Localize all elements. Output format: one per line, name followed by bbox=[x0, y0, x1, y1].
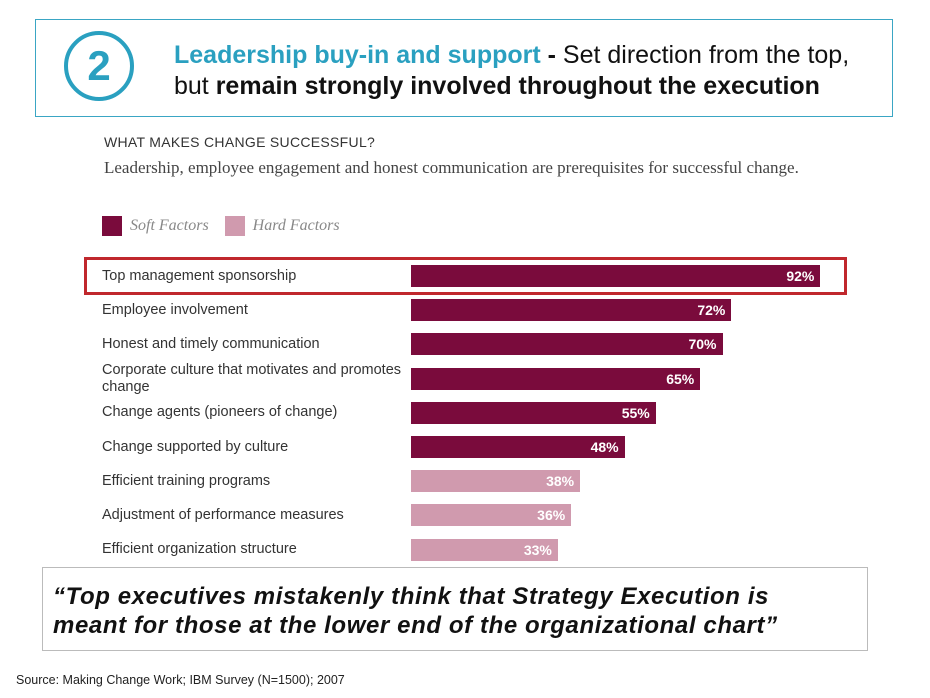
legend-label-soft: Soft Factors bbox=[130, 217, 209, 234]
legend-item-soft: Soft Factors bbox=[102, 216, 209, 236]
category-label: Honest and timely communication bbox=[102, 335, 320, 352]
bar-value-label: 33% bbox=[523, 541, 552, 558]
headline-line2-bold: remain strongly involved throughout the … bbox=[215, 72, 820, 100]
bar-value-label: 55% bbox=[621, 404, 650, 421]
highlight-box bbox=[84, 257, 847, 295]
quote-text: “Top executives mistakenly think that St… bbox=[53, 582, 778, 640]
bar bbox=[411, 333, 723, 356]
legend-item-hard: Hard Factors bbox=[224, 216, 340, 236]
headline-rest: Set direction from the top, bbox=[562, 41, 850, 69]
bar-value-label: 36% bbox=[537, 507, 566, 524]
chart-subtitle: Leadership, employee engagement and hone… bbox=[104, 158, 799, 177]
bar bbox=[411, 470, 581, 493]
category-label: Employee involvement bbox=[102, 301, 248, 318]
quote-line-1: “Top executives mistakenly think that St… bbox=[53, 583, 770, 610]
category-label: Change agents (pioneers of change) bbox=[102, 404, 338, 421]
chart-legend: Soft Factors Hard Factors bbox=[102, 216, 356, 236]
bar bbox=[411, 265, 821, 287]
bar-value-label: 38% bbox=[546, 473, 575, 490]
category-label: Efficient organization structure bbox=[102, 541, 297, 558]
chart-title: WHAT MAKES CHANGE SUCCESSFUL? bbox=[104, 134, 376, 150]
bar bbox=[411, 504, 572, 527]
headline-accent: Leadership buy-in and support bbox=[174, 41, 541, 69]
bar-value-label: 70% bbox=[688, 336, 717, 353]
category-label: Corporate culture that motivates and pro… bbox=[102, 361, 402, 395]
headline-dash: - bbox=[540, 41, 563, 69]
category-label: Change supported by culture bbox=[102, 438, 289, 455]
bar bbox=[411, 538, 558, 561]
bar bbox=[411, 401, 656, 424]
bar-value-label: 72% bbox=[697, 302, 726, 319]
bar-value-label: 65% bbox=[666, 370, 695, 387]
quote-line-2: meant for those at the lower end of the … bbox=[53, 612, 778, 639]
bar bbox=[411, 299, 732, 322]
header-box: 2 Leadership buy-in and support - Set di… bbox=[35, 19, 893, 117]
legend-swatch-hard bbox=[224, 216, 245, 236]
legend-swatch-soft bbox=[102, 216, 122, 236]
bar bbox=[411, 436, 625, 458]
category-label: Adjustment of performance measures bbox=[102, 506, 344, 523]
headline-line2-plain: but bbox=[174, 72, 216, 100]
bar-value-label: 92% bbox=[786, 268, 815, 284]
category-label: Efficient training programs bbox=[102, 472, 271, 489]
quote-box: “Top executives mistakenly think that St… bbox=[42, 567, 868, 651]
legend-label-hard: Hard Factors bbox=[252, 217, 340, 234]
step-number-badge: 2 bbox=[64, 31, 134, 101]
headline: Leadership buy-in and support - Set dire… bbox=[174, 40, 849, 102]
bar-value-label: 48% bbox=[590, 439, 619, 455]
bar bbox=[411, 367, 701, 390]
category-label: Top management sponsorship bbox=[102, 267, 297, 284]
source-note: Source: Making Change Work; IBM Survey (… bbox=[16, 673, 345, 687]
